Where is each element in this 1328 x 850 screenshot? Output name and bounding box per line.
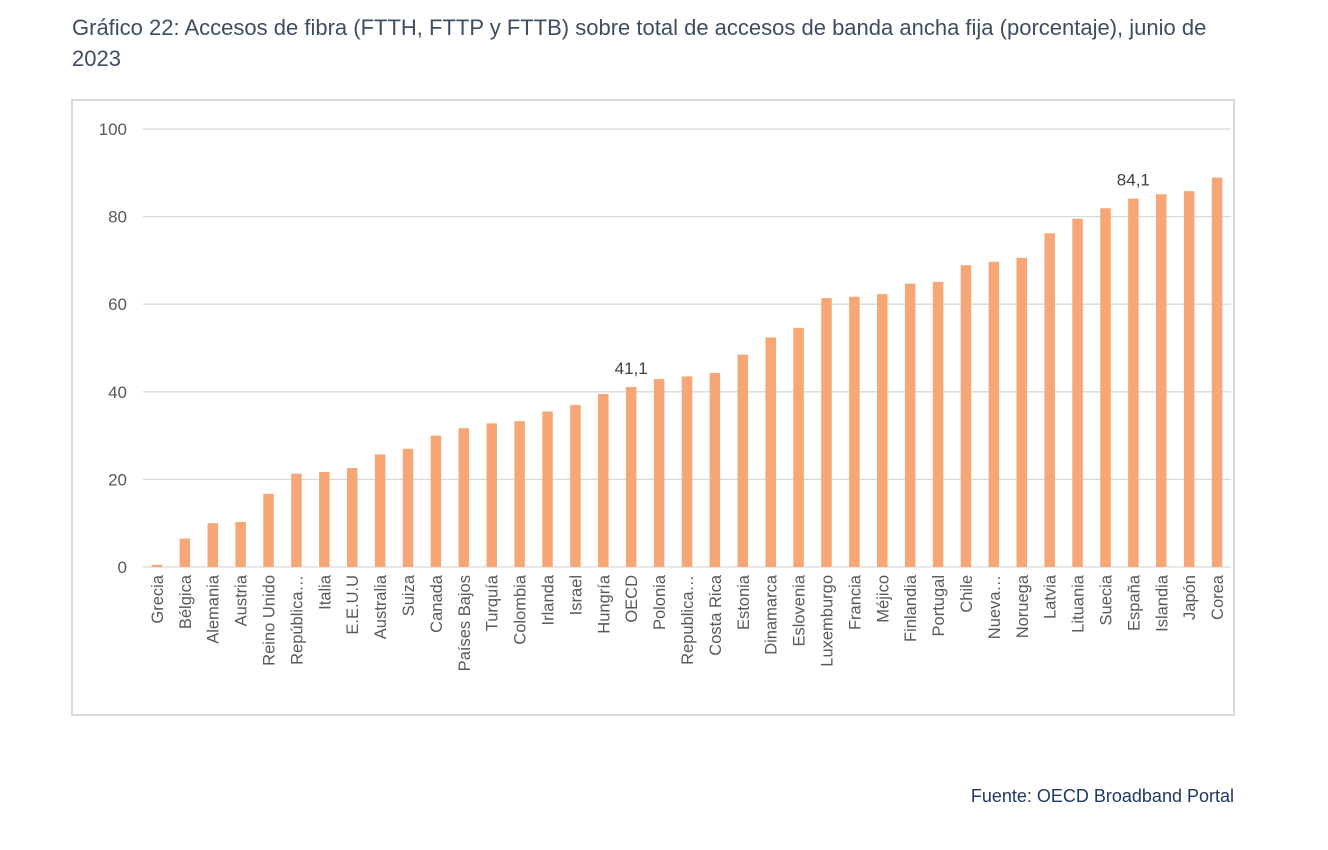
bar xyxy=(904,283,916,567)
bar xyxy=(598,393,609,567)
x-tick-label: Latvia xyxy=(1042,574,1060,619)
bar xyxy=(1156,194,1167,567)
x-tick-label: España xyxy=(1125,574,1143,631)
chart-area: 0 20 40 60 80 100 Grecia Bélgica Alemania Austria… xyxy=(71,99,1235,716)
bar xyxy=(1016,257,1028,567)
bar xyxy=(849,296,860,567)
bar xyxy=(151,564,163,567)
bar xyxy=(374,454,386,567)
x-tick-label: E.E.U.U xyxy=(344,575,362,635)
bar-chart: 0 20 40 60 80 100 Grecia Bélgica Alemania Austria… xyxy=(99,120,1231,671)
bar xyxy=(430,435,442,567)
bar xyxy=(263,493,274,567)
x-tick-label: Grecia xyxy=(149,574,167,623)
bar xyxy=(681,376,693,567)
x-tick-label: Nueva… xyxy=(986,575,1004,639)
bar xyxy=(1183,191,1195,568)
bar xyxy=(765,337,776,567)
x-tick-label: Bélgica xyxy=(177,574,195,629)
x-tick-label: Australia xyxy=(372,574,390,639)
bar xyxy=(458,428,470,567)
x-tick-label: Luxemburgo xyxy=(818,575,836,667)
x-tick-label: Países Bajos xyxy=(456,575,474,671)
x-tick-label: Estonia xyxy=(735,574,753,630)
x-tick-label: Lituania xyxy=(1070,574,1088,633)
bar xyxy=(346,468,358,567)
x-tick-label: Canada xyxy=(428,574,446,633)
x-tick-label: Colombia xyxy=(512,574,530,645)
x-tick-label: Suecia xyxy=(1097,574,1115,625)
bar xyxy=(1044,233,1055,567)
bar xyxy=(960,265,972,567)
bar xyxy=(291,473,302,567)
y-tick-label: 100 xyxy=(99,120,127,139)
bar xyxy=(179,538,191,567)
x-tick-label: OECD xyxy=(623,575,641,623)
y-tick-label: 0 xyxy=(118,558,127,577)
x-tick-label: Méjico xyxy=(874,575,892,623)
x-tick-label: Polonia xyxy=(651,574,669,630)
x-tick-label: Republica… xyxy=(679,575,697,665)
y-tick-label: 60 xyxy=(108,295,127,314)
bar xyxy=(932,281,944,567)
bar xyxy=(570,404,581,567)
bar xyxy=(402,448,414,567)
bar xyxy=(877,294,888,567)
bar xyxy=(793,327,804,567)
bar xyxy=(988,261,1000,567)
bar xyxy=(709,372,721,567)
x-tick-label: Costa Rica xyxy=(707,574,725,656)
x-tick-label: Dinamarca xyxy=(763,574,781,655)
bar xyxy=(821,298,832,567)
y-tick-label: 80 xyxy=(108,208,127,227)
x-tick-label: Japón xyxy=(1181,575,1199,620)
bar xyxy=(514,421,525,567)
bar xyxy=(1072,218,1083,567)
x-tick-label: Francia xyxy=(846,574,864,630)
bar xyxy=(1100,208,1111,567)
x-tick-label: Noruega xyxy=(1014,574,1032,638)
bar xyxy=(1211,177,1223,568)
x-tick-label: Chile xyxy=(958,575,976,613)
bar xyxy=(737,354,749,567)
y-tick-label: 40 xyxy=(108,383,127,402)
x-tick-label: Corea xyxy=(1209,574,1227,620)
bar xyxy=(653,379,665,567)
data-label: 84,1 xyxy=(1117,171,1150,190)
bar xyxy=(542,411,553,567)
x-tick-label: Irlanda xyxy=(540,574,558,625)
x-tick-label: Suiza xyxy=(400,574,418,616)
x-tick-label: Islandia xyxy=(1153,574,1171,632)
bar xyxy=(625,386,637,567)
chart-title: Gráfico 22: Accesos de fibra (FTTH, FTTP… xyxy=(72,15,1207,71)
x-tick-label: Portugal xyxy=(930,575,948,636)
x-tick-label: Turquía xyxy=(484,574,502,631)
bar xyxy=(319,471,330,567)
source-note: Fuente: OECD Broadband Portal xyxy=(970,786,1234,806)
x-tick-label: Alemania xyxy=(205,574,223,644)
bar xyxy=(1128,198,1139,567)
y-tick-label: 20 xyxy=(108,470,127,489)
data-label: 41,1 xyxy=(615,359,648,378)
x-tick-label: Eslovenia xyxy=(791,574,809,646)
bar xyxy=(207,523,218,567)
bar xyxy=(235,521,246,567)
x-tick-label: Reino Unido xyxy=(261,575,279,666)
x-tick-label: Italia xyxy=(316,574,334,610)
x-tick-label: Israel xyxy=(567,575,585,615)
bar xyxy=(486,423,497,567)
x-tick-label: Austria xyxy=(233,574,251,626)
x-tick-label: Hungría xyxy=(595,574,613,634)
x-tick-label: Finlandia xyxy=(902,574,920,642)
x-tick-label: República… xyxy=(288,575,306,665)
